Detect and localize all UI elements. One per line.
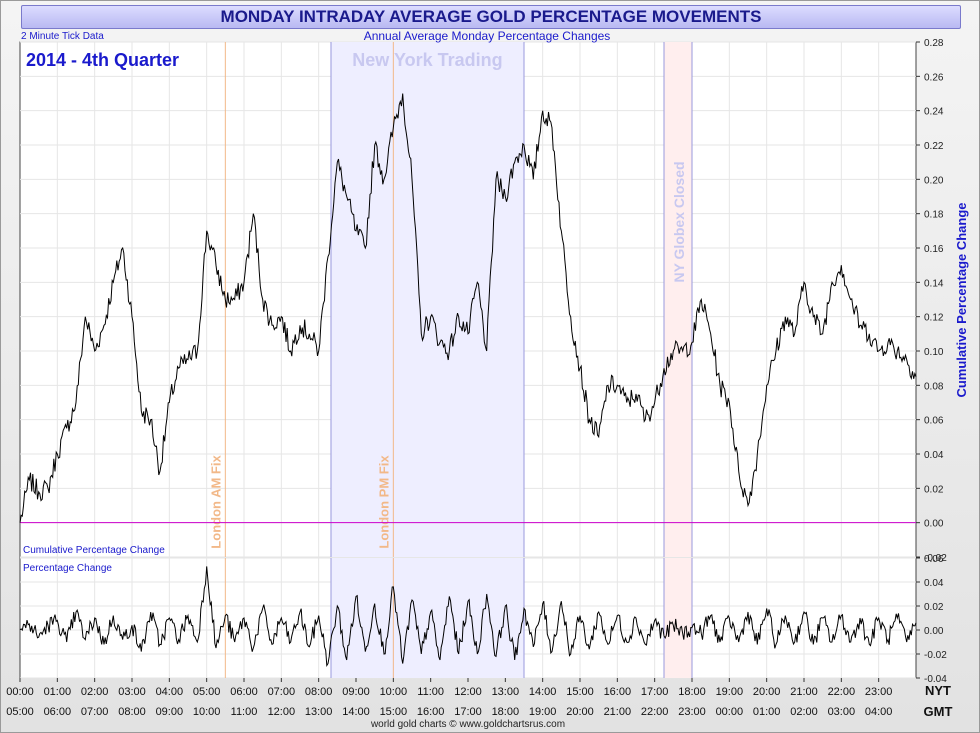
ytick-label-lower-4: 0.04 xyxy=(924,578,944,589)
ytick-label-upper-14: 0.26 xyxy=(924,72,944,83)
xtick-nyt-16: 16:00 xyxy=(604,686,632,698)
period-label: 2014 - 4th Quarter xyxy=(26,50,179,70)
ytick-label-upper-4: 0.06 xyxy=(924,416,944,427)
ytick-label-upper-13: 0.24 xyxy=(924,107,944,118)
xtick-gmt-12: 17:00 xyxy=(454,706,482,718)
xtick-nyt-15: 15:00 xyxy=(566,686,594,698)
xtick-gmt-22: 03:00 xyxy=(828,706,856,718)
series-cumulative-line xyxy=(19,93,917,523)
xtick-nyt-6: 06:00 xyxy=(230,686,258,698)
xtick-nyt-3: 03:00 xyxy=(118,686,146,698)
xtick-nyt-2: 02:00 xyxy=(81,686,109,698)
ytick-label-upper-6: 0.10 xyxy=(924,347,944,358)
ytick-label-upper-5: 0.08 xyxy=(924,381,944,392)
xtick-gmt-18: 23:00 xyxy=(678,706,706,718)
xtick-gmt-14: 19:00 xyxy=(529,706,557,718)
xtick-gmt-15: 20:00 xyxy=(566,706,594,718)
xtick-nyt-10: 10:00 xyxy=(380,686,408,698)
ytick-label-lower-3: 0.02 xyxy=(924,602,944,613)
xtick-nyt-4: 04:00 xyxy=(156,686,184,698)
xtick-nyt-9: 09:00 xyxy=(342,686,370,698)
band-0-1 xyxy=(330,558,524,678)
lower-inner-label: Percentage Change xyxy=(23,563,112,574)
xtick-gmt-6: 11:00 xyxy=(231,706,258,718)
upper-inner-label: Cumulative Percentage Change xyxy=(23,545,165,556)
new-york-trading-label: New York Trading xyxy=(352,50,502,70)
xtick-nyt-11: 11:00 xyxy=(417,686,444,698)
xtick-gmt-3: 08:00 xyxy=(118,706,146,718)
xtick-gmt-16: 21:00 xyxy=(604,706,632,718)
ny-globex-closed-label: NY Globex Closed xyxy=(671,161,687,282)
xtick-nyt-20: 20:00 xyxy=(753,686,781,698)
ytick-label-lower-1: -0.02 xyxy=(924,650,947,661)
ytick-label-upper-11: 0.20 xyxy=(924,175,944,186)
xtick-nyt-1: 01:00 xyxy=(44,686,72,698)
ytick-label-upper-1: 0.00 xyxy=(924,519,944,530)
ytick-label-upper-12: 0.22 xyxy=(924,141,944,152)
ytick-label-upper-3: 0.04 xyxy=(924,450,944,461)
xtick-gmt-20: 01:00 xyxy=(753,706,781,718)
y-axis-label: Cumulative Percentage Change xyxy=(954,202,969,397)
xtick-gmt-4: 09:00 xyxy=(156,706,184,718)
ytick-label-upper-2: 0.02 xyxy=(924,484,944,495)
xtick-nyt-18: 18:00 xyxy=(678,686,706,698)
xtick-gmt-21: 02:00 xyxy=(790,706,818,718)
series-percentage-line xyxy=(19,566,917,668)
xtick-nyt-21: 21:00 xyxy=(790,686,818,698)
xtick-nyt-22: 22:00 xyxy=(828,686,856,698)
xtick-gmt-19: 00:00 xyxy=(716,706,744,718)
ytick-label-upper-7: 0.12 xyxy=(924,313,944,324)
xtick-nyt-5: 05:00 xyxy=(193,686,221,698)
ytick-label-lower-5: 0.06 xyxy=(924,554,944,565)
xtick-gmt-7: 12:00 xyxy=(268,706,296,718)
fix-label-2: London AM Fix xyxy=(208,455,223,549)
xtick-nyt-7: 07:00 xyxy=(268,686,296,698)
xtick-nyt-8: 08:00 xyxy=(305,686,333,698)
xtick-nyt-12: 12:00 xyxy=(454,686,482,698)
fix-label-3: London PM Fix xyxy=(376,455,391,549)
xtick-nyt-13: 13:00 xyxy=(492,686,520,698)
ytick-label-lower-2: 0.00 xyxy=(924,626,944,637)
xtick-gmt-9: 14:00 xyxy=(342,706,370,718)
xtick-gmt-23: 04:00 xyxy=(865,706,893,718)
chart-subtitle: Annual Average Monday Percentage Changes xyxy=(364,29,611,43)
xtick-gmt-0: 05:00 xyxy=(6,706,34,718)
ytick-label-upper-0: -0.02 xyxy=(924,553,947,564)
ytick-label-upper-9: 0.16 xyxy=(924,244,944,255)
ytick-label-lower-0: -0.04 xyxy=(924,674,947,685)
xtick-nyt-14: 14:00 xyxy=(529,686,557,698)
xtick-gmt-17: 22:00 xyxy=(641,706,669,718)
xtick-gmt-13: 18:00 xyxy=(492,706,520,718)
xtick-gmt-10: 15:00 xyxy=(380,706,408,718)
xtick-gmt-5: 10:00 xyxy=(193,706,221,718)
xtick-gmt-1: 06:00 xyxy=(44,706,72,718)
ytick-label-upper-8: 0.14 xyxy=(924,278,944,289)
chart-title: MONDAY INTRADAY AVERAGE GOLD PERCENTAGE … xyxy=(21,5,961,29)
xtick-gmt-11: 16:00 xyxy=(417,706,445,718)
xtick-nyt-17: 17:00 xyxy=(641,686,669,698)
xtick-nyt-0: 00:00 xyxy=(6,686,34,698)
xtick-nyt-23: 23:00 xyxy=(865,686,893,698)
ytick-label-upper-10: 0.18 xyxy=(924,210,944,221)
footer-credit: world gold charts © www.goldchartsrus.co… xyxy=(370,719,565,730)
nyt-label: NYT xyxy=(925,683,951,698)
tick-data-note: 2 Minute Tick Data xyxy=(21,31,104,42)
band-0-0 xyxy=(330,42,524,557)
ytick-label-upper-15: 0.28 xyxy=(924,38,944,49)
xtick-gmt-8: 13:00 xyxy=(305,706,333,718)
gmt-label: GMT xyxy=(924,704,953,719)
band-1-0 xyxy=(664,42,692,557)
xtick-nyt-19: 19:00 xyxy=(716,686,744,698)
band-1-1 xyxy=(664,558,692,678)
xtick-gmt-2: 07:00 xyxy=(81,706,109,718)
